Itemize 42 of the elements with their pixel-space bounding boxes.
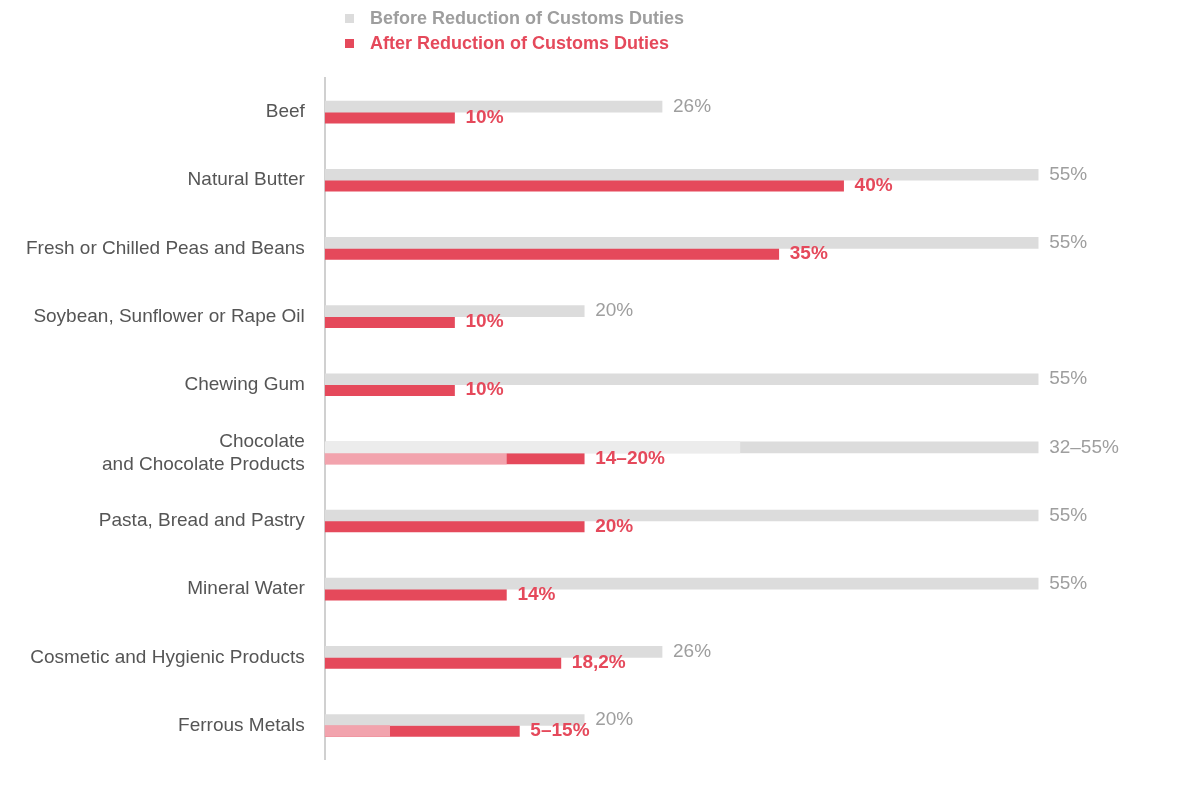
- y-tick-label: Soybean, Sunflower or Rape Oil: [33, 304, 305, 326]
- bar: [324, 657, 562, 669]
- bar: [324, 725, 390, 737]
- bar: [324, 520, 585, 533]
- y-tick-label: Natural Butter: [187, 168, 306, 190]
- y-tick-label: Ferrous Metals: [178, 713, 305, 735]
- data-label: 10%: [465, 310, 504, 332]
- legend-label: Before Reduction of Customs Duties: [370, 8, 685, 29]
- data-label: 20%: [595, 708, 634, 730]
- data-label: 18,2%: [571, 651, 626, 673]
- data-label: 10%: [465, 378, 504, 400]
- y-tick-label: Fresh or Chilled Peas and Beans: [25, 236, 305, 258]
- data-label: 26%: [673, 640, 712, 662]
- bar: [324, 111, 455, 124]
- bar: [324, 384, 455, 397]
- data-label: 14%: [517, 582, 556, 604]
- bar: [324, 179, 844, 192]
- data-label: 55%: [1049, 162, 1088, 184]
- y-tick-label: Mineral Water: [187, 577, 306, 599]
- annotation: 32–55%: [1049, 435, 1119, 457]
- data-label: 55%: [1049, 503, 1088, 525]
- y-tick-label: Beef: [265, 100, 306, 122]
- bar: [324, 588, 507, 601]
- y-tick-label: Chewing Gum: [184, 372, 305, 394]
- annotation: 14–20%: [595, 446, 666, 468]
- data-label: 26%: [673, 94, 712, 116]
- annotation: 5–15%: [530, 719, 590, 741]
- data-label: 20%: [595, 299, 634, 321]
- data-label: 35%: [789, 242, 828, 264]
- data-label: 10%: [465, 105, 504, 127]
- data-label: 40%: [854, 173, 893, 195]
- y-tick-label: Cosmetic and Hygienic Products: [30, 645, 305, 667]
- bar: [324, 248, 780, 260]
- bar: [324, 452, 507, 465]
- data-label: 55%: [1049, 367, 1088, 389]
- legend-label: After Reduction of Customs Duties: [370, 33, 670, 54]
- data-label: 55%: [1049, 231, 1088, 253]
- y-tick-label: Pasta, Bread and Pastry: [98, 509, 306, 531]
- bar: [324, 316, 455, 328]
- y-tick-label: Chocolate and Chocolate Products: [102, 429, 305, 474]
- data-label: 55%: [1049, 571, 1088, 593]
- data-label: 20%: [595, 514, 634, 536]
